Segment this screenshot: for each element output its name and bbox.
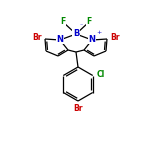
Text: F: F [86, 17, 92, 26]
Text: B: B [73, 29, 79, 38]
Text: Cl: Cl [97, 70, 105, 79]
Text: F: F [60, 17, 66, 26]
Text: N: N [88, 35, 95, 43]
Text: +: + [96, 30, 101, 35]
Text: N: N [57, 35, 64, 43]
Text: ⁻: ⁻ [80, 24, 83, 29]
Text: Br: Br [110, 33, 119, 43]
Text: Br: Br [33, 33, 42, 43]
Text: Br: Br [73, 104, 83, 113]
